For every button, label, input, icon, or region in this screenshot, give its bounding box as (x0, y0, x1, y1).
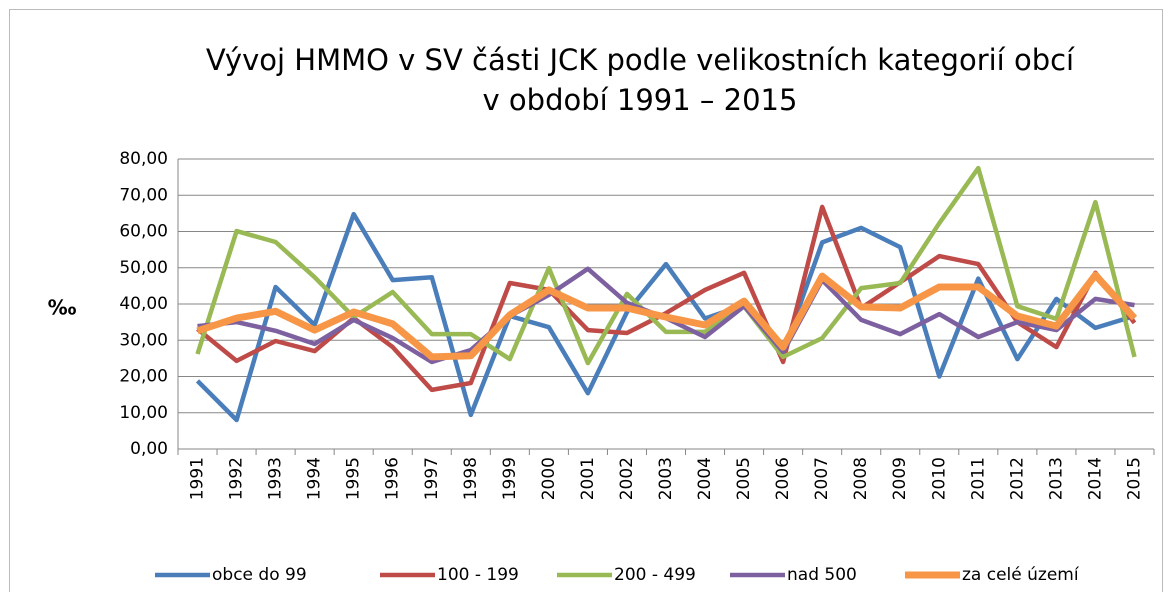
x-tick-label: 1993 (266, 457, 286, 500)
x-tick-label: 1998 (461, 457, 481, 500)
legend-label: nad 500 (787, 565, 857, 585)
chart-subtitle: v období 1991 – 2015 (483, 83, 798, 117)
series-line (195, 165, 1137, 366)
chart-title: Vývoj HMMO v SV části JCK podle velikost… (206, 43, 1075, 77)
legend-label: 100 - 199 (437, 565, 519, 585)
legend-label: obce do 99 (212, 565, 307, 585)
x-tick-label: 2015 (1124, 457, 1144, 500)
x-tick-label: 2003 (656, 457, 676, 500)
y-tick-label: 80,00 (119, 149, 168, 169)
x-tick-label: 2007 (812, 457, 832, 500)
x-tick-label: 2009 (890, 457, 910, 500)
x-tick-label: 1994 (305, 457, 325, 500)
series-line (196, 271, 1138, 361)
x-tick-label: 2002 (617, 457, 637, 500)
legend-label: 200 - 499 (614, 565, 696, 585)
x-tick-label: 1996 (383, 457, 403, 500)
y-tick-label: 70,00 (119, 185, 168, 205)
chart-border (9, 9, 1163, 592)
y-tick-label: 10,00 (119, 403, 168, 423)
y-axis-label: ‰ (48, 296, 77, 320)
x-tick-label: 2014 (1085, 457, 1105, 500)
x-tick-label: 2006 (773, 457, 793, 500)
x-tick-label: 2008 (851, 457, 871, 500)
x-tick-label: 1991 (188, 457, 208, 500)
x-tick-label: 2001 (578, 457, 598, 500)
y-tick-label: 60,00 (119, 222, 168, 242)
y-tick-label: 20,00 (119, 367, 168, 387)
x-tick-label: 1997 (422, 457, 442, 500)
y-tick-label: 50,00 (119, 258, 168, 278)
y-tick-label: 0,00 (130, 439, 168, 459)
x-tick-label: 2012 (1007, 457, 1027, 500)
x-tick-label: 1999 (500, 457, 520, 500)
x-tick-label: 1992 (227, 457, 247, 500)
x-tick-label: 1995 (344, 457, 364, 500)
x-tick-label: 2004 (695, 457, 715, 500)
x-tick-label: 2010 (929, 457, 949, 500)
x-tick-label: 2013 (1046, 457, 1066, 500)
x-tick-label: 2011 (968, 457, 988, 500)
series-line (195, 211, 1136, 423)
y-tick-label: 30,00 (119, 330, 168, 350)
y-tick-label: 40,00 (119, 294, 168, 314)
x-tick-label: 2000 (539, 457, 559, 500)
x-tick-label: 2005 (734, 457, 754, 500)
legend-label: za celé území (962, 565, 1080, 585)
